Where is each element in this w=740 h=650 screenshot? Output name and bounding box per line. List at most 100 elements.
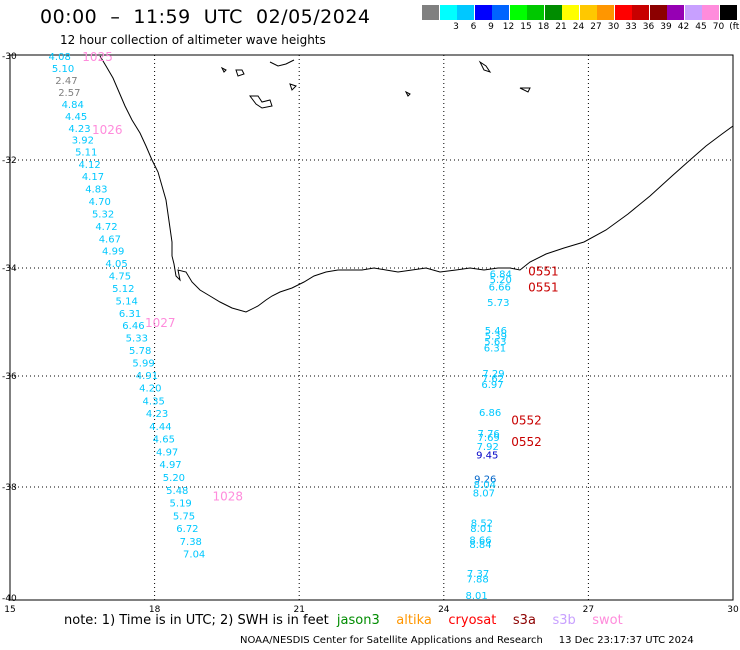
wave-height-value: 4.67: [99, 234, 121, 245]
footer-timestamp: 13 Dec 23:17:37 UTC 2024: [558, 635, 694, 646]
legend-swatch: [597, 5, 614, 20]
footer-credit: NOAA/NESDIS Center for Satellite Applica…: [240, 635, 543, 646]
island: [235, 69, 245, 77]
satellite-name: s3a: [504, 613, 545, 628]
legend-label: 6: [470, 22, 477, 32]
wave-height-value: 4.45: [65, 112, 87, 123]
legend-swatch: [667, 5, 684, 20]
note-line: note: 1) Time is in UTC; 2) SWH is in fe…: [64, 613, 631, 628]
footer: NOAA/NESDIS Center for Satellite Applica…: [240, 635, 694, 646]
legend-label: 24: [572, 22, 585, 32]
legend-label: 9: [488, 22, 494, 32]
lon-tick-label: 30: [727, 605, 739, 615]
wave-height-value: 6.72: [176, 524, 198, 535]
legend-swatch: [492, 5, 509, 20]
legend-label: 45: [695, 22, 707, 32]
wave-height-value: 5.63: [484, 337, 506, 348]
wave-height-value: 4.23: [68, 124, 90, 135]
wave-height-value: 8.66: [469, 536, 491, 547]
legend-swatch: [632, 5, 649, 20]
pass-time-label: 1025: [82, 50, 113, 64]
wave-height-value: 7.62: [482, 374, 504, 385]
lat-tick-label: -38: [2, 483, 17, 493]
wave-height-value: 4.84: [62, 100, 84, 111]
wave-height-value: 5.39: [485, 332, 507, 343]
wave-height-value: 5.20: [490, 275, 512, 286]
satellite-name: altika: [388, 613, 441, 628]
lat-tick-label: -40: [2, 594, 17, 604]
graticule: [10, 55, 733, 600]
wave-height-value: 7.88: [466, 575, 488, 586]
wave-height-value: 8.07: [473, 489, 495, 500]
legend-label: 3: [453, 22, 459, 32]
wave-height-value: 6.46: [122, 321, 144, 332]
wave-height-value: 5.14: [116, 296, 138, 307]
wave-height-value: 2.47: [55, 76, 77, 87]
wave-height-value: 2.57: [58, 88, 80, 99]
coastline: [99, 55, 734, 313]
wave-height-value: 6.31: [119, 309, 141, 320]
island: [249, 95, 273, 109]
legend-label: (ft): [729, 22, 740, 32]
wave-height-value: 7.04: [183, 550, 205, 561]
legend-swatch: [702, 5, 719, 20]
wave-height-value: 6.97: [481, 380, 503, 391]
legend-label: 27: [590, 22, 602, 32]
wave-height-value: 8.01: [470, 524, 492, 535]
wave-height-value: 4.75: [109, 272, 131, 283]
island: [404, 90, 411, 97]
legend-swatch: [579, 5, 597, 20]
wave-height-value: 7.92: [477, 442, 499, 453]
wave-height-value: 6.84: [490, 269, 512, 280]
wave-height-value: 7.76: [478, 429, 500, 440]
map-subtitle: 12 hour collection of altimeter wave hei…: [60, 33, 326, 47]
wave-height-value: 4.97: [156, 447, 178, 458]
pass-time-label: 0551: [528, 280, 559, 294]
altimeter-tracks: 4.085.102.472.574.844.454.233.925.114.12…: [49, 50, 559, 602]
wave-height-value: 4.70: [89, 197, 111, 208]
satellite-name: s3b: [544, 613, 585, 628]
lat-tick-label: -34: [2, 264, 17, 274]
legend-swatch: [457, 5, 474, 20]
wave-height-value: 6.31: [484, 343, 506, 354]
legend-label: 70: [712, 22, 725, 32]
wave-height-value: 5.46: [485, 326, 507, 337]
legend-label: 39: [660, 22, 672, 32]
legend-swatch: [649, 5, 667, 20]
wave-height-value: 8.01: [465, 591, 487, 602]
coastline-west-south: [99, 55, 734, 313]
lat-tick-label: -36: [2, 372, 17, 382]
island: [519, 87, 531, 93]
legend-label: 36: [642, 22, 655, 32]
wave-height-value: 8.84: [469, 540, 491, 551]
island: [220, 66, 227, 73]
wave-height-value: 8.52: [471, 519, 493, 530]
wave-height-value: 7.29: [482, 369, 504, 380]
satellite-name: cryosat: [440, 613, 505, 628]
lat-tick-label: -32: [2, 156, 17, 166]
wave-height-value: 4.20: [139, 384, 161, 395]
lon-tick-label: 21: [293, 605, 304, 615]
legend-swatch: [439, 5, 457, 20]
note-text: note: 1) Time is in UTC; 2) SWH is in fe…: [64, 613, 329, 628]
lon-tick-label: 27: [583, 605, 594, 615]
wave-height-value: 5.78: [129, 346, 151, 357]
wave-height-value: 4.97: [159, 460, 181, 471]
wave-height-value: 5.10: [52, 64, 74, 75]
legend-label: 33: [625, 22, 637, 32]
legend-label: 15: [520, 22, 532, 32]
island: [478, 60, 492, 73]
legend-label: 21: [555, 22, 567, 32]
pass-time-label: 1028: [212, 489, 243, 503]
wave-height-value: 4.17: [82, 172, 104, 183]
pass-time-label: 1027: [145, 316, 176, 330]
wave-height-value: 8.04: [474, 480, 496, 491]
wave-height-value: 5.12: [112, 284, 134, 295]
legend-label: 12: [502, 22, 515, 32]
wave-height-value: 4.08: [49, 52, 71, 63]
lon-tick-label: 15: [4, 605, 15, 615]
wave-height-value: 7.38: [180, 537, 202, 548]
legend-swatch: [684, 5, 702, 20]
wave-height-value: 4.72: [95, 222, 117, 233]
